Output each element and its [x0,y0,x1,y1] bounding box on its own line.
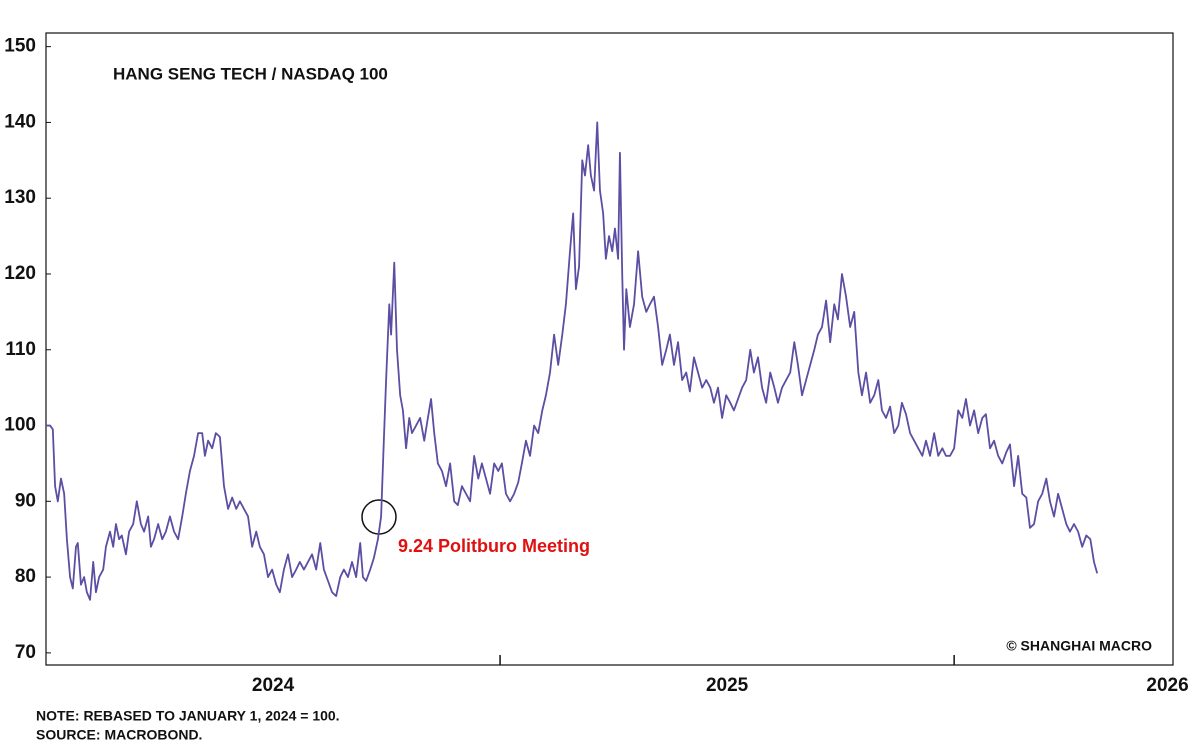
y-tick-label: 100 [4,415,36,436]
y-tick-label: 150 [4,36,36,57]
x-tick-label: 2024 [252,675,295,696]
data-line [46,121,1099,601]
y-tick-label: 90 [15,490,36,511]
y-tick-label: 120 [4,263,36,284]
x-tick-label: 2026 [1146,675,1188,696]
annotation: 9.24 Politburo Meeting [398,536,590,556]
y-tick-label: 140 [4,111,36,132]
credit: © SHANGHAI MACRO [1006,638,1152,654]
y-tick-label: 110 [5,339,36,360]
source: SOURCE: MACROBOND. [36,727,202,743]
x-tick-label: 2025 [706,675,749,696]
chart-title: HANG SENG TECH / NASDAQ 100 [113,64,388,83]
y-tick-label: 70 [15,642,36,663]
plot-frame [45,32,1174,666]
y-tick-label: 80 [15,566,36,587]
note: NOTE: REBASED TO JANUARY 1, 2024 = 100. [36,708,340,724]
y-tick-label: 130 [4,187,36,208]
